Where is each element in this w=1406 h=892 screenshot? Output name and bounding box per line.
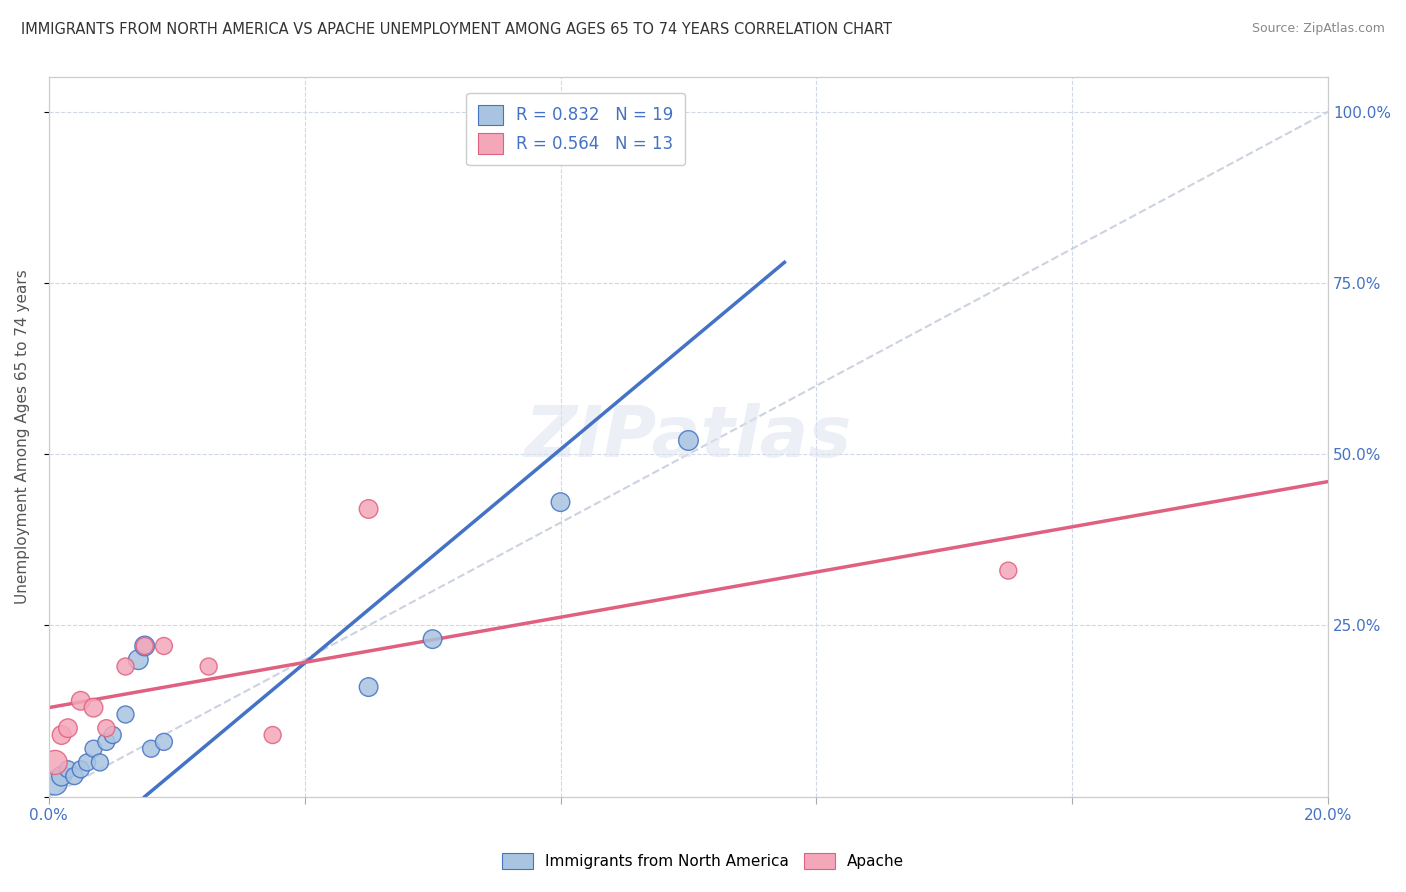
Y-axis label: Unemployment Among Ages 65 to 74 years: Unemployment Among Ages 65 to 74 years — [15, 269, 30, 605]
Point — [76, 756, 98, 770]
Point — [44, 776, 66, 790]
Point — [83, 700, 105, 714]
Point — [44, 756, 66, 770]
Point — [127, 653, 149, 667]
Point — [69, 694, 91, 708]
Point — [101, 728, 124, 742]
Legend: Immigrants from North America, Apache: Immigrants from North America, Apache — [496, 847, 910, 875]
Point — [153, 735, 176, 749]
Point — [51, 728, 73, 742]
Point — [69, 762, 91, 776]
Point — [422, 632, 444, 647]
Point — [262, 728, 284, 742]
Text: Source: ZipAtlas.com: Source: ZipAtlas.com — [1251, 22, 1385, 36]
Point — [51, 769, 73, 783]
Point — [114, 707, 136, 722]
Point — [197, 659, 219, 673]
Point — [56, 762, 79, 776]
Point — [153, 639, 176, 653]
Point — [134, 639, 156, 653]
Point — [550, 495, 572, 509]
Text: IMMIGRANTS FROM NORTH AMERICA VS APACHE UNEMPLOYMENT AMONG AGES 65 TO 74 YEARS C: IMMIGRANTS FROM NORTH AMERICA VS APACHE … — [21, 22, 891, 37]
Point — [96, 735, 118, 749]
Point — [357, 502, 380, 516]
Point — [357, 680, 380, 694]
Legend: R = 0.832   N = 19, R = 0.564   N = 13: R = 0.832 N = 19, R = 0.564 N = 13 — [467, 93, 685, 165]
Point — [83, 741, 105, 756]
Point — [56, 721, 79, 735]
Point — [114, 659, 136, 673]
Point — [997, 564, 1019, 578]
Point — [63, 769, 86, 783]
Text: ZIPatlas: ZIPatlas — [524, 402, 852, 472]
Point — [139, 741, 162, 756]
Point — [89, 756, 111, 770]
Point — [134, 639, 156, 653]
Point — [96, 721, 118, 735]
Point — [678, 434, 700, 448]
